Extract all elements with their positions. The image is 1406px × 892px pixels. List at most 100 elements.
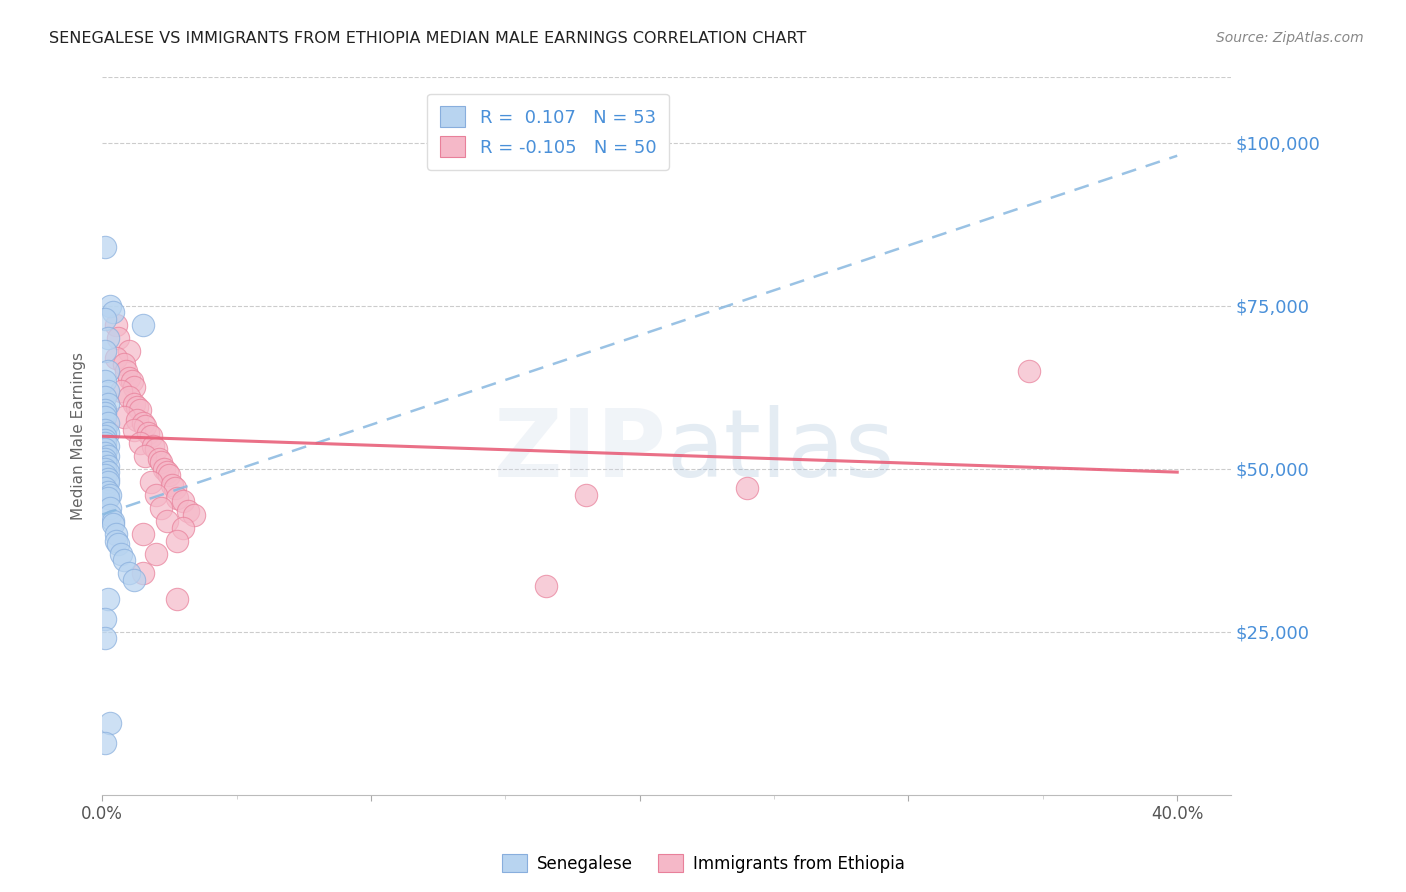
Point (94, 445, 117, 459)
Text: SENEGALESE VS IMMIGRANTS FROM ETHIOPIA MEDIAN MALE EARNINGS CORRELATION CHART: SENEGALESE VS IMMIGRANTS FROM ETHIOPIA M… (49, 31, 807, 46)
Point (150, 501, 173, 516)
Point (97, 458, 120, 473)
Point (160, 478, 183, 492)
Text: atlas: atlas (666, 405, 894, 497)
Point (124, 380, 146, 394)
Point (94, 482, 117, 496)
Point (134, 449, 156, 463)
Point (94, 455, 117, 469)
Point (94, 403, 117, 417)
Point (166, 592, 188, 607)
Point (131, 527, 153, 541)
Point (131, 566, 153, 581)
Point (94, 435, 117, 450)
Point (101, 514, 124, 528)
Legend: R =  0.107   N = 53, R = -0.105   N = 50: R = 0.107 N = 53, R = -0.105 N = 50 (427, 94, 669, 169)
Text: Source: ZipAtlas.com: Source: ZipAtlas.com (1216, 31, 1364, 45)
Point (104, 318, 127, 333)
Point (104, 527, 127, 541)
Point (145, 488, 167, 502)
Point (163, 482, 186, 496)
Point (534, 579, 557, 593)
Point (94, 374, 117, 388)
Point (97, 491, 120, 506)
Point (107, 537, 129, 551)
Point (118, 370, 141, 384)
Point (172, 520, 194, 534)
Point (172, 494, 194, 508)
Point (97, 364, 120, 378)
Point (166, 491, 188, 506)
Point (139, 429, 162, 443)
Text: ZIP: ZIP (494, 405, 666, 497)
Point (112, 358, 135, 372)
Point (94, 344, 117, 359)
Point (121, 374, 143, 388)
Point (128, 403, 150, 417)
Point (131, 416, 153, 430)
Point (101, 305, 124, 319)
Point (97, 416, 120, 430)
Point (156, 465, 179, 479)
Point (104, 351, 127, 365)
Point (128, 435, 150, 450)
Point (166, 533, 188, 548)
Point (94, 442, 117, 457)
Point (97, 425, 120, 440)
Point (145, 547, 167, 561)
Point (94, 452, 117, 467)
Point (156, 514, 179, 528)
Point (97, 397, 120, 411)
Point (97, 331, 120, 345)
Point (94, 311, 117, 326)
Point (148, 452, 170, 467)
Point (94, 433, 117, 447)
Point (183, 508, 205, 522)
Point (98, 501, 121, 516)
Point (142, 439, 165, 453)
Point (94, 468, 117, 483)
Point (124, 423, 146, 437)
Point (124, 397, 146, 411)
Point (157, 468, 180, 483)
Point (139, 475, 162, 489)
Point (131, 318, 153, 333)
Point (127, 400, 149, 414)
Legend: Senegalese, Immigrants from Ethiopia: Senegalese, Immigrants from Ethiopia (495, 847, 911, 880)
Point (112, 553, 135, 567)
Point (153, 462, 176, 476)
Point (98, 488, 121, 502)
Point (97, 592, 120, 607)
Point (127, 413, 149, 427)
Point (112, 409, 135, 424)
Point (94, 390, 117, 404)
Point (94, 423, 117, 437)
Point (98, 716, 121, 731)
Point (104, 533, 127, 548)
Point (735, 482, 758, 496)
Point (94, 406, 117, 420)
Point (118, 344, 141, 359)
Point (97, 449, 120, 463)
Point (94, 736, 117, 750)
Point (97, 484, 120, 499)
Point (145, 442, 167, 457)
Point (97, 384, 120, 398)
Point (94, 429, 117, 443)
Point (110, 547, 132, 561)
Point (575, 488, 598, 502)
Point (118, 390, 141, 404)
Point (97, 475, 120, 489)
Point (107, 331, 129, 345)
Point (94, 409, 117, 424)
Point (97, 439, 120, 453)
Point (94, 632, 117, 646)
Point (1018, 364, 1040, 378)
Point (115, 364, 138, 378)
Point (94, 612, 117, 626)
Point (124, 573, 146, 587)
Point (134, 419, 156, 434)
Point (110, 384, 132, 398)
Point (150, 455, 173, 469)
Point (94, 462, 117, 476)
